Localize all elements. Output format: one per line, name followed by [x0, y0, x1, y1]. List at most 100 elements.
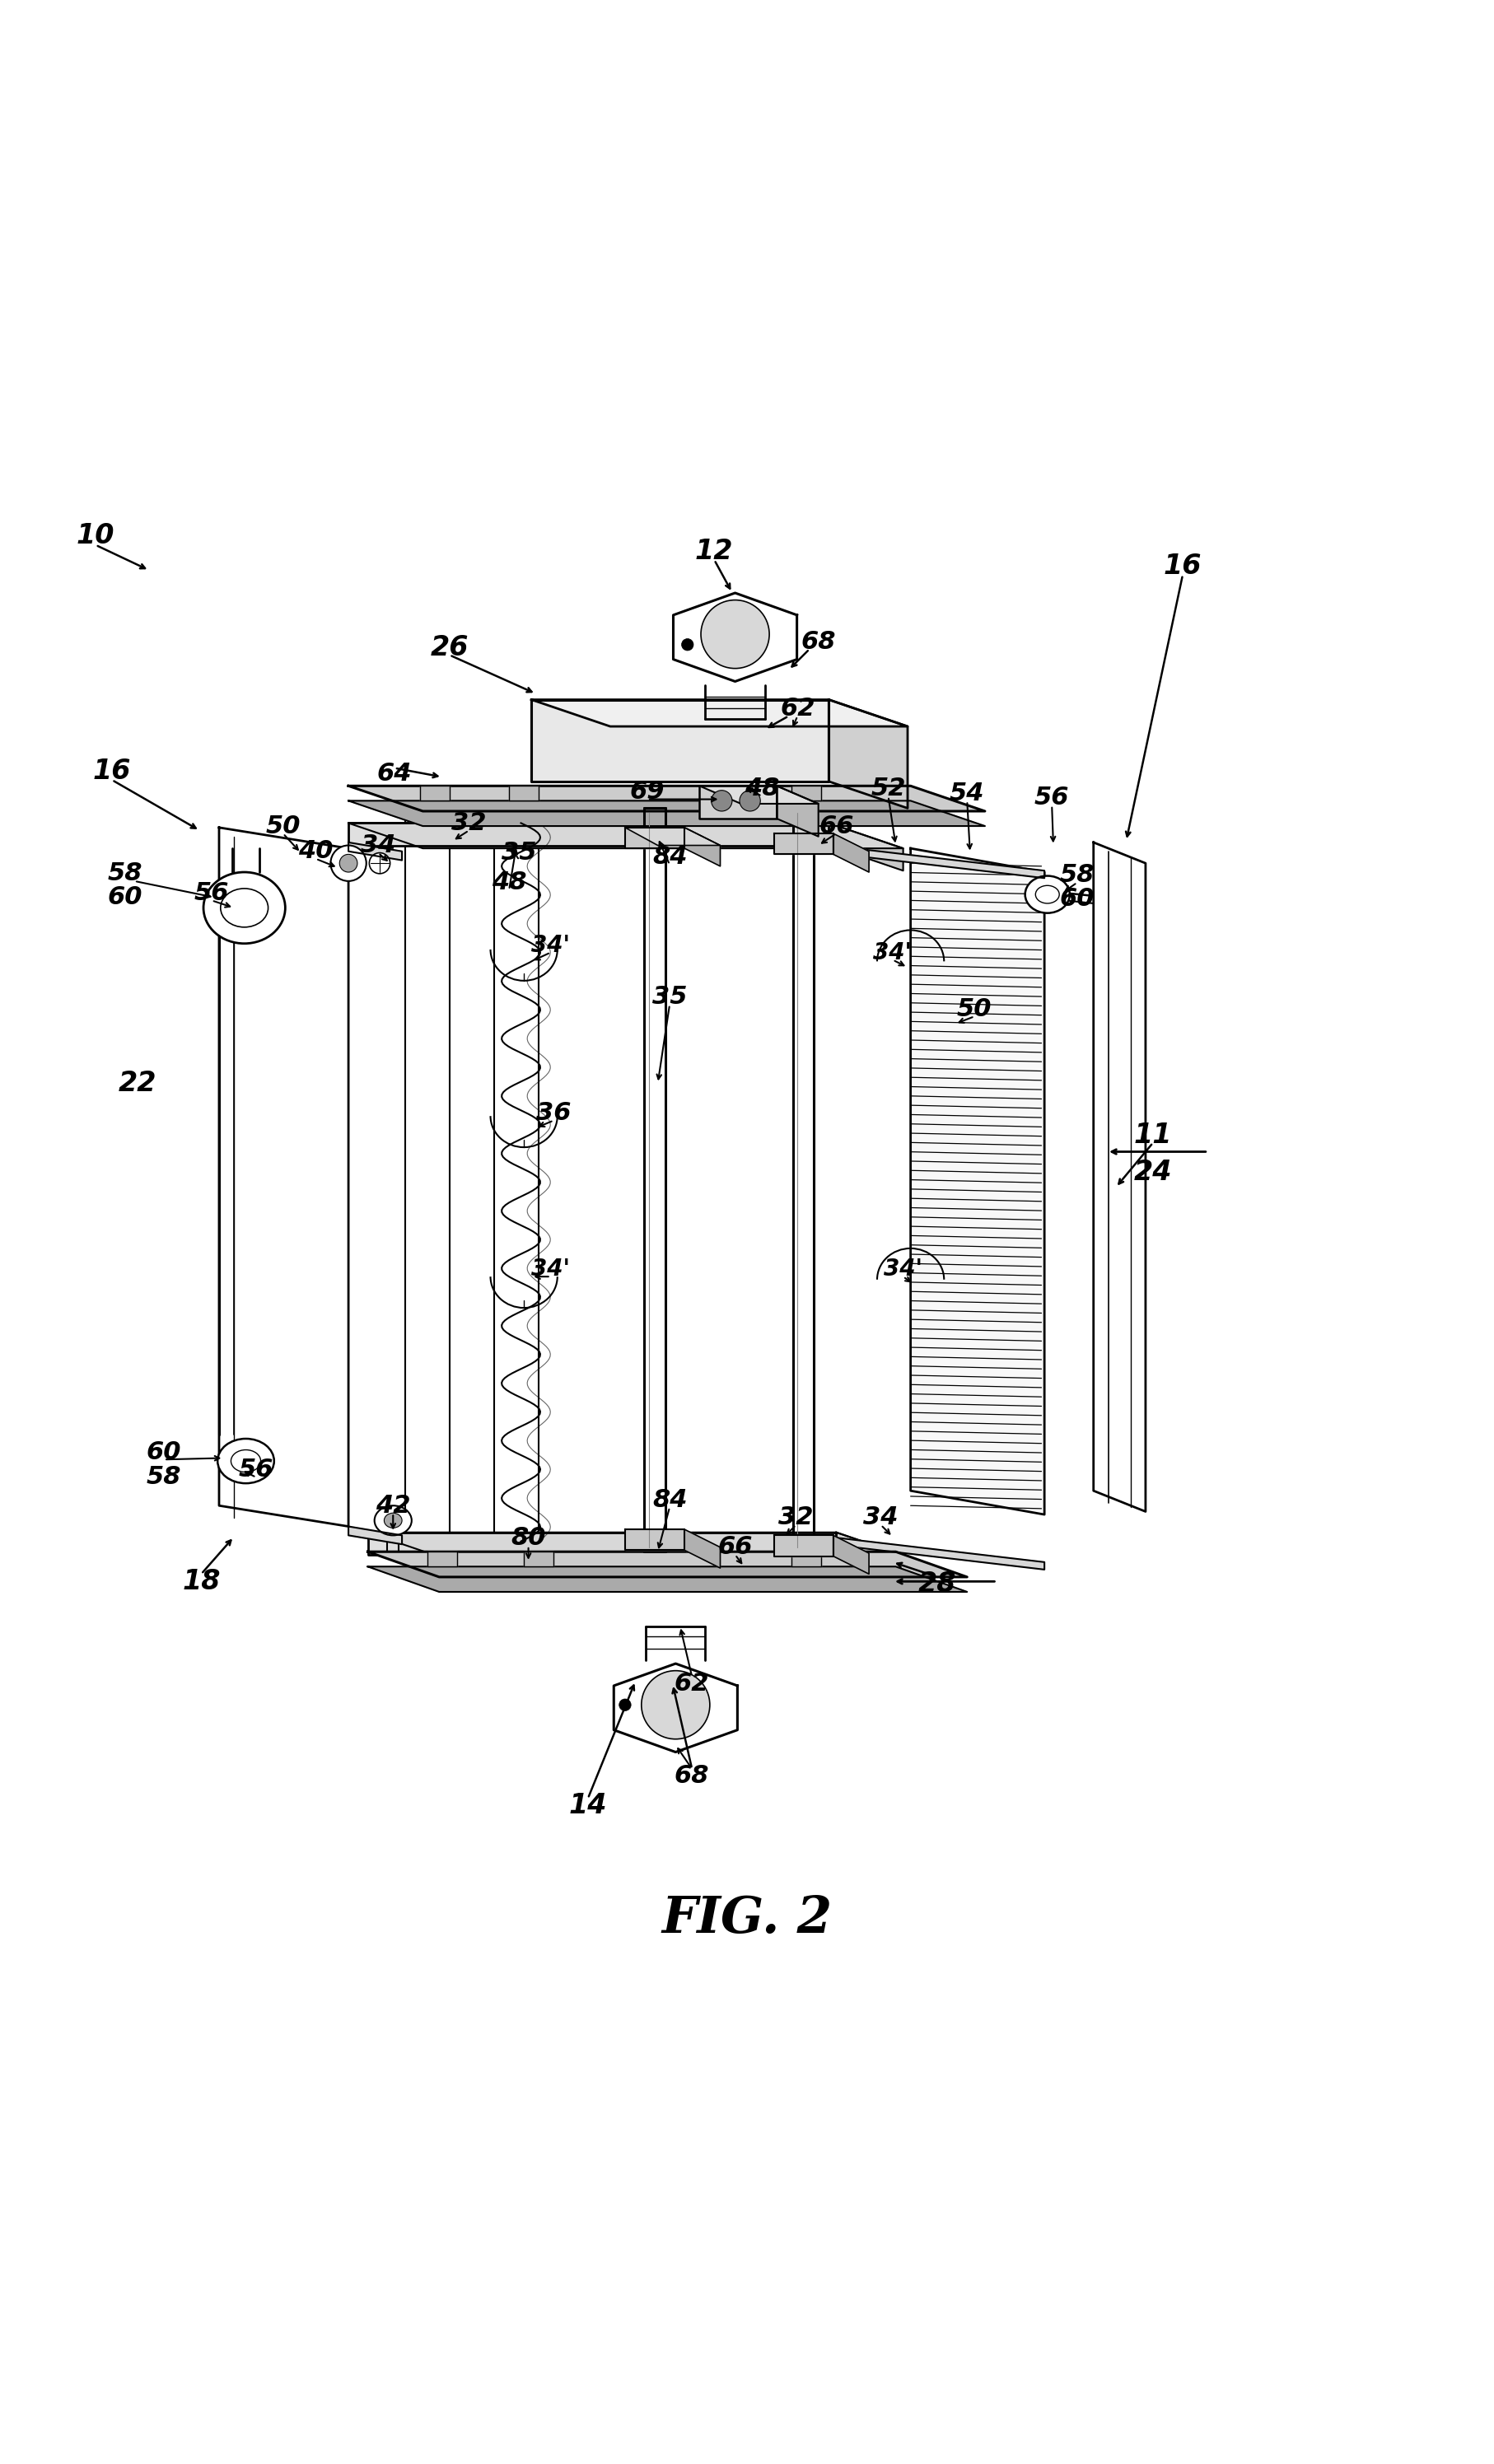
Text: 34': 34': [532, 1257, 571, 1281]
Text: 69: 69: [630, 781, 665, 803]
Ellipse shape: [384, 1513, 402, 1528]
Text: 50: 50: [266, 813, 300, 838]
Text: 64: 64: [376, 761, 412, 786]
Polygon shape: [348, 823, 904, 848]
Circle shape: [619, 1698, 630, 1710]
Polygon shape: [792, 786, 822, 801]
Polygon shape: [348, 801, 985, 825]
Circle shape: [701, 601, 769, 668]
Text: 10: 10: [76, 522, 115, 549]
Text: 60: 60: [108, 885, 143, 909]
Text: 62: 62: [780, 697, 816, 719]
Ellipse shape: [232, 1449, 261, 1471]
Circle shape: [339, 855, 357, 872]
Text: 58: 58: [1059, 862, 1095, 887]
Polygon shape: [834, 833, 870, 872]
Text: 35: 35: [502, 840, 536, 865]
Text: 34': 34': [884, 1257, 922, 1281]
Polygon shape: [829, 1538, 1044, 1570]
Text: 36: 36: [536, 1101, 571, 1126]
Polygon shape: [427, 1552, 457, 1567]
Circle shape: [330, 845, 366, 882]
Polygon shape: [368, 1533, 837, 1555]
Text: 40: 40: [299, 840, 333, 862]
Text: 58: 58: [108, 862, 143, 885]
Text: 32: 32: [451, 811, 487, 835]
Ellipse shape: [1025, 875, 1070, 914]
Circle shape: [681, 638, 693, 650]
Polygon shape: [777, 786, 819, 835]
Text: 66: 66: [717, 1535, 753, 1560]
Polygon shape: [829, 823, 904, 870]
Text: 60: 60: [1059, 887, 1095, 912]
Text: FIG. 2: FIG. 2: [662, 1895, 832, 1944]
Text: 26: 26: [430, 633, 469, 660]
Text: 18: 18: [182, 1567, 221, 1594]
Polygon shape: [684, 828, 720, 867]
Text: 24: 24: [1134, 1158, 1173, 1185]
Polygon shape: [829, 845, 1044, 877]
Text: 62: 62: [674, 1673, 710, 1695]
Ellipse shape: [218, 1439, 273, 1483]
Text: 66: 66: [819, 813, 853, 838]
Polygon shape: [684, 1530, 720, 1567]
Text: 42: 42: [375, 1493, 411, 1518]
Polygon shape: [774, 833, 834, 855]
Text: 52: 52: [871, 776, 905, 801]
Ellipse shape: [1035, 885, 1059, 904]
Polygon shape: [368, 1567, 967, 1592]
Polygon shape: [910, 848, 1044, 1515]
Polygon shape: [532, 700, 829, 781]
Text: 16: 16: [1164, 552, 1201, 579]
Text: 16: 16: [93, 756, 131, 784]
Text: 54: 54: [950, 781, 985, 806]
Polygon shape: [532, 700, 908, 727]
Text: 56: 56: [194, 882, 229, 904]
Text: 50: 50: [958, 998, 992, 1020]
Polygon shape: [348, 786, 985, 811]
Text: 34': 34': [874, 941, 913, 963]
Text: 14: 14: [569, 1791, 607, 1818]
Polygon shape: [420, 786, 450, 801]
Text: 68: 68: [801, 631, 835, 653]
Polygon shape: [348, 1525, 402, 1545]
Text: 34: 34: [864, 1506, 898, 1530]
Polygon shape: [524, 1552, 554, 1567]
Circle shape: [711, 791, 732, 811]
Text: 35: 35: [653, 986, 687, 1008]
Polygon shape: [829, 700, 908, 808]
Polygon shape: [624, 1530, 684, 1550]
Polygon shape: [348, 843, 402, 860]
Text: 60: 60: [146, 1439, 182, 1464]
Polygon shape: [1094, 843, 1146, 1510]
Text: 84: 84: [653, 1488, 687, 1510]
Polygon shape: [348, 823, 829, 845]
Ellipse shape: [203, 872, 285, 944]
Polygon shape: [509, 786, 539, 801]
Polygon shape: [368, 1552, 967, 1577]
Text: 48: 48: [744, 776, 780, 801]
Polygon shape: [220, 828, 348, 1525]
Circle shape: [740, 791, 760, 811]
Text: 34: 34: [360, 833, 396, 857]
Ellipse shape: [221, 890, 267, 926]
Polygon shape: [699, 786, 819, 803]
Polygon shape: [837, 1533, 910, 1579]
Text: 56: 56: [239, 1459, 273, 1481]
Circle shape: [369, 853, 390, 875]
Polygon shape: [834, 1535, 870, 1574]
Text: 56: 56: [1034, 786, 1070, 811]
Text: 28: 28: [919, 1572, 956, 1599]
Polygon shape: [674, 594, 796, 683]
Polygon shape: [699, 786, 777, 818]
Polygon shape: [368, 1533, 910, 1557]
Text: 80: 80: [511, 1525, 545, 1550]
Ellipse shape: [375, 1506, 412, 1535]
Circle shape: [641, 1671, 710, 1740]
Text: 11: 11: [1134, 1121, 1173, 1148]
Text: 32: 32: [778, 1506, 814, 1530]
Polygon shape: [614, 1663, 738, 1752]
Polygon shape: [792, 1552, 822, 1567]
Text: 12: 12: [695, 537, 734, 564]
Polygon shape: [624, 828, 684, 848]
